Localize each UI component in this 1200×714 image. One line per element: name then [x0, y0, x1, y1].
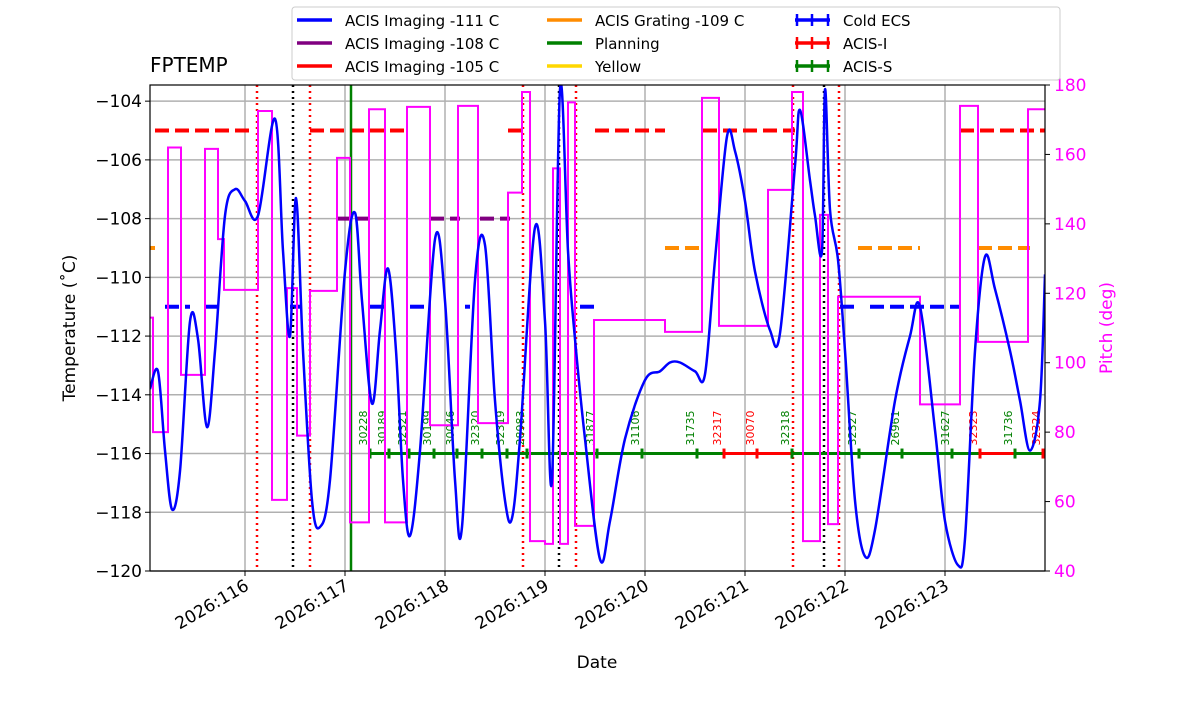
y2-tick-label: 100: [1054, 354, 1086, 374]
x-tick-label: 2026:116: [172, 576, 253, 634]
obsid-label: 32320: [469, 411, 482, 446]
temperature-line: [150, 85, 1045, 569]
legend-box: [291, 6, 1061, 81]
y2-tick-label: 80: [1054, 423, 1076, 443]
y-axis-label: Temperature (˚C): [59, 255, 80, 403]
obsid-label: 30070: [744, 411, 757, 446]
obsid-label: 31736: [1002, 411, 1015, 446]
legend-label: ACIS Imaging -105 C: [345, 58, 499, 76]
x-tick-label: 2026:117: [272, 576, 353, 634]
y-tick-label: −114: [95, 386, 142, 406]
obsid-label: 30046: [444, 411, 457, 446]
y-tick-label: −112: [95, 327, 142, 347]
y2-tick-label: 180: [1054, 76, 1086, 96]
y2-tick-label: 40: [1054, 562, 1076, 582]
legend: ACIS Imaging -111 C ACIS Imaging -108 C AC…: [291, 6, 1061, 81]
y-tick-label: −110: [95, 268, 142, 288]
obsid-label: 30228: [357, 411, 370, 446]
y2-tick-label: 60: [1054, 493, 1076, 513]
x-tick-label: 2026:121: [672, 576, 753, 634]
obsid-label: 31627: [939, 411, 952, 446]
y-tick-label: −120: [95, 562, 142, 582]
y2-axis-label: Pitch (deg): [1097, 282, 1117, 374]
x-tick-label: 2026:122: [772, 576, 853, 634]
y-tick-label: −116: [95, 445, 142, 465]
y-tick-label: −118: [95, 503, 142, 523]
obsid-label: 30189: [376, 411, 389, 446]
x-axis-label: Date: [577, 653, 618, 673]
y-tick-label: −108: [95, 210, 142, 230]
y2-tick-label: 140: [1054, 215, 1086, 235]
obsid-label: 31735: [684, 411, 697, 446]
pitch-line: [150, 90, 1045, 545]
legend-label: ACIS Grating -109 C: [595, 12, 744, 30]
legend-label: ACIS-I: [843, 35, 887, 53]
legend-label: ACIS Imaging -111 C: [345, 12, 499, 30]
plot-frame: [149, 84, 1046, 572]
obsid-label: 32317: [711, 411, 724, 446]
legend-label: Planning: [595, 35, 660, 53]
x-tick-label: 2026:119: [472, 576, 553, 634]
obsid-label: 31106: [629, 411, 642, 446]
y-tick-label: −106: [95, 151, 142, 171]
chart-title: FPTEMP: [150, 53, 228, 77]
legend-label: ACIS-S: [843, 58, 892, 76]
y2-tick-label: 160: [1054, 145, 1086, 165]
grid: [150, 85, 1045, 572]
plot-area: 30228 30189 32321 30199 30046 32320 32319 28983…: [150, 85, 1045, 571]
legend-label: ACIS Imaging -108 C: [345, 35, 499, 53]
x-tick-label: 2026:118: [372, 576, 453, 634]
x-tick-label: 2026:123: [872, 576, 953, 634]
x-tick-label: 2026:120: [572, 576, 653, 634]
legend-label: Cold ECS: [843, 12, 911, 30]
obsid-label: 32318: [779, 411, 792, 446]
legend-label: Yellow: [594, 58, 641, 76]
y-tick-label: −104: [95, 92, 142, 112]
y2-tick-label: 120: [1054, 284, 1086, 304]
obsid-label: 32323: [967, 411, 980, 446]
